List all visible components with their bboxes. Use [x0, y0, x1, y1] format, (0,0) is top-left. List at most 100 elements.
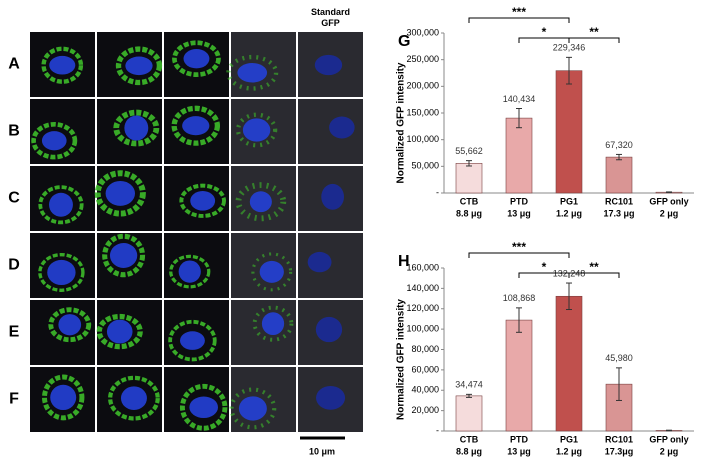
nucleus: [189, 396, 219, 419]
nucleus: [120, 386, 147, 410]
nucleus: [259, 260, 284, 283]
significance-label: ***: [512, 5, 526, 19]
cell-bg: [231, 32, 296, 97]
cytoplasm-gfp: [115, 46, 163, 86]
value-label: 140,434: [503, 94, 536, 104]
micrograph-cell: [231, 166, 296, 231]
micrograph-cell: [298, 99, 363, 164]
row-label: E: [9, 324, 20, 341]
micrograph-cell: [30, 32, 95, 97]
cytoplasm-gfp: [113, 109, 160, 147]
micrograph-cell: [30, 166, 95, 231]
micrograph-cell: [164, 166, 229, 231]
significance-label: **: [589, 260, 599, 274]
nucleus: [124, 115, 149, 141]
x-tick-label: PG1: [560, 196, 578, 206]
cytoplasm-gfp: [168, 319, 217, 362]
nucleus: [109, 243, 138, 268]
micrograph-cell: [97, 367, 162, 432]
error-bar: [516, 108, 522, 129]
cytoplasm-gfp: [179, 383, 228, 431]
significance-label: ***: [512, 240, 526, 254]
x-tick-label: PG1: [560, 434, 578, 444]
y-tick-label: 50,000: [411, 161, 439, 171]
micrograph-cell: [229, 367, 296, 432]
micrograph-cell: [94, 166, 162, 231]
value-label: 55,662: [455, 146, 483, 156]
x-tick-label: RC101: [605, 196, 633, 206]
x-tick-label: GFP only: [649, 434, 688, 444]
dose-label: 17.3μg: [605, 446, 634, 456]
dose-label: 2 μg: [660, 208, 679, 218]
value-label: 45,980: [605, 353, 633, 363]
micrograph-cell: [164, 32, 229, 97]
micrograph-cell: [97, 233, 162, 298]
y-tick-label: 100,000: [406, 134, 439, 144]
micrograph-cell: [298, 367, 363, 432]
cytoplasm-gfp: [235, 112, 278, 148]
y-tick-label: 300,000: [406, 27, 439, 37]
cytoplasm-gfp: [102, 233, 146, 278]
y-tick-label: -: [436, 425, 439, 435]
nucleus: [307, 251, 332, 273]
micrograph-cell: [164, 233, 229, 298]
nucleus: [180, 331, 205, 350]
error-bar: [566, 56, 572, 85]
cytoplasm-gfp: [38, 185, 84, 225]
y-tick-label: 20,000: [411, 405, 439, 415]
significance-label: *: [542, 25, 547, 39]
significance-bracket: **: [568, 260, 620, 278]
bar: [505, 319, 533, 432]
cytoplasm-gfp: [171, 105, 221, 146]
micrograph-cell: [30, 367, 95, 432]
micrograph-cell: [30, 300, 95, 365]
cytoplasm-gfp: [226, 54, 279, 91]
bar: [455, 395, 483, 432]
nucleus: [47, 259, 76, 286]
bar: [605, 156, 633, 194]
micrograph-cell: [96, 300, 162, 365]
value-label: 108,868: [503, 293, 536, 303]
dose-label: 2 μg: [660, 446, 679, 456]
y-tick-label: 250,000: [406, 54, 439, 64]
cytoplasm-gfp: [38, 252, 85, 292]
cell-bg: [231, 367, 296, 432]
micrograph-cell: [298, 166, 363, 231]
row-label: F: [9, 391, 19, 408]
cytoplasm-gfp: [41, 46, 84, 84]
dose-label: 1.2 μg: [556, 208, 582, 218]
dose-label: 8.8 μg: [456, 208, 482, 218]
micrograph-cell: [231, 99, 296, 164]
y-tick-label: -: [436, 187, 439, 197]
nucleus: [125, 56, 153, 76]
row-label: B: [8, 123, 20, 140]
nucleus: [316, 385, 346, 410]
micrograph-cell: [231, 300, 296, 365]
nucleus: [314, 54, 343, 76]
nucleus: [242, 118, 271, 142]
cytoplasm-gfp: [235, 182, 287, 222]
y-tick-label: 150,000: [406, 107, 439, 117]
cytoplasm-gfp: [94, 170, 146, 217]
significance-label: *: [542, 260, 547, 274]
cytoplasm-gfp: [229, 387, 277, 430]
significance-bracket: ***: [468, 5, 570, 23]
bar: [555, 70, 583, 194]
micrograph-cell: [164, 300, 229, 365]
column-header: Standard GFP: [311, 7, 350, 28]
nucleus: [315, 316, 343, 343]
nucleus: [49, 192, 73, 217]
y-tick-label: 200,000: [406, 81, 439, 91]
significance-bracket: *: [518, 25, 570, 43]
cytoplasm-gfp: [96, 313, 143, 350]
bracket-line: [568, 272, 620, 278]
dose-label: 13 μg: [507, 208, 531, 218]
nucleus: [105, 180, 136, 206]
micrograph-cell: [298, 233, 363, 298]
x-tick-label: PTD: [510, 434, 529, 444]
y-tick-label: 80,000: [411, 344, 439, 354]
dose-label: 8.8 μg: [456, 446, 482, 456]
micrograph-cell: [298, 32, 363, 97]
cytoplasm-gfp: [31, 121, 78, 160]
y-tick-label: 160,000: [406, 262, 439, 272]
